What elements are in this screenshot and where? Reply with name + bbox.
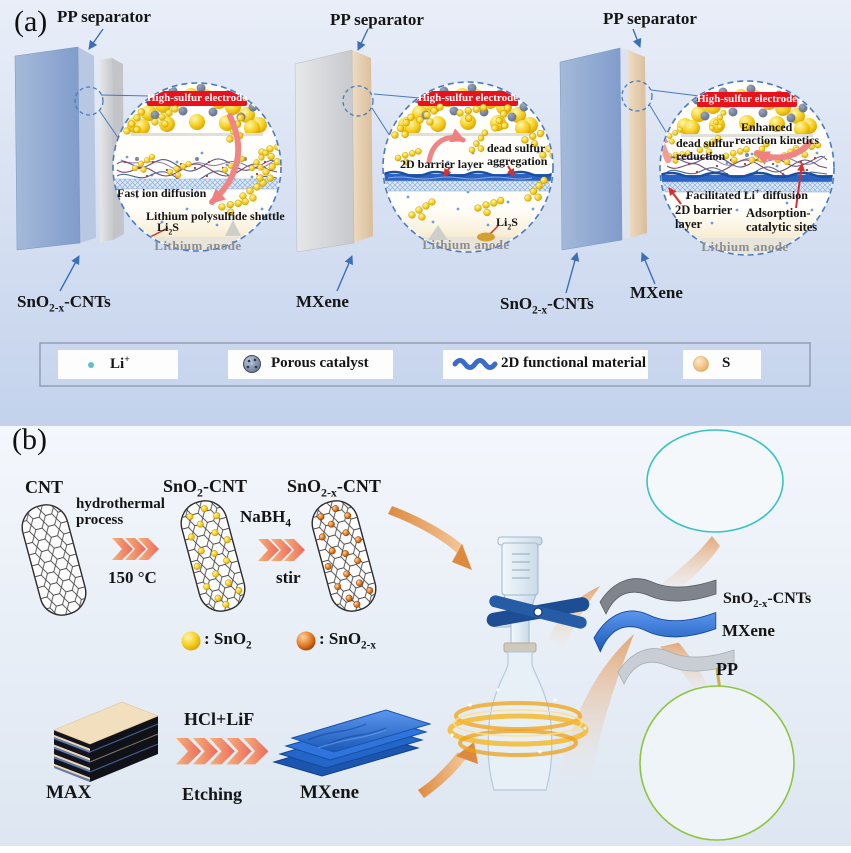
arrow-to-filtration-top	[388, 506, 472, 570]
li2s-label-1: Li2S	[157, 220, 179, 237]
filtration-apparatus	[447, 536, 590, 791]
mxene-label: MXene	[300, 782, 360, 803]
hydrothermal-label-2: process	[76, 512, 124, 528]
adsorption-label-1: Adsorption-	[746, 206, 811, 220]
zoom-source-circles	[74, 80, 700, 143]
reaction-kinetics-label: reaction kinetics	[735, 133, 820, 147]
label-arrow-mxene-2	[640, 252, 656, 285]
cnt-tube	[21, 504, 87, 616]
temp-label: 150 °C	[108, 568, 157, 587]
sno2-sphere-icon	[181, 631, 201, 651]
max-stack	[53, 701, 159, 782]
pp-arrow-3	[632, 28, 642, 48]
legend-li-label: Li+	[110, 354, 130, 372]
dead-sulfur-label: dead sulfur	[487, 141, 546, 155]
pp-arrow-2	[357, 28, 369, 51]
sno2x-cnt-label: SnO2-x-CNT	[287, 476, 381, 500]
clamp	[486, 595, 590, 629]
pp-separator-label-1: PP separator	[57, 7, 151, 26]
crystal-inset-sno2x	[646, 429, 784, 533]
sno2x-cnt-tube	[311, 500, 377, 612]
membrane-pp-label: PP	[716, 659, 738, 679]
anode-label-2: Lithium anode	[422, 237, 510, 252]
membrane-sno2x-label: SnO2-x-CNTs	[723, 590, 812, 611]
legend-porous-label: Porous catalyst	[271, 355, 369, 371]
glow-swirls	[447, 688, 589, 757]
sno2-cnt-label: SnO2-CNT	[163, 476, 247, 500]
material-label-sno2x-1: SnO2-x-CNTs	[17, 292, 111, 315]
fast-ion-label: Fast ion diffusion	[117, 186, 207, 200]
material-label-mxene-1: MXene	[296, 292, 349, 311]
electrode-banner-2: High-sulfur electrode	[418, 92, 519, 104]
panel-b-tag: (b)	[12, 423, 47, 456]
porous-catalyst-icon	[243, 355, 261, 373]
mxene-stack	[272, 709, 432, 777]
panel-a-tag: (a)	[14, 5, 48, 38]
material-label-mxene-2: MXene	[630, 283, 683, 302]
sulfur-icon	[693, 356, 709, 372]
sno2-cnt-tube	[180, 500, 246, 612]
hydrothermal-label-1: hydrothermal	[76, 496, 165, 512]
anode-label-1: Lithium anode	[154, 238, 242, 253]
enhanced-label: Enhanced	[741, 120, 793, 134]
2d-material-icon	[452, 358, 498, 370]
hcl-lif-label: HCl+LiF	[184, 709, 255, 729]
label-arrow-mxene-1	[336, 255, 353, 292]
facilitated-li-label: Facilitated Li+ diffusion	[686, 187, 808, 202]
dead-sulfur-reduction-label-1: dead sulfur	[676, 136, 735, 150]
label-arrow-sno2x-2	[565, 252, 580, 294]
barrier-label-3a: 2D barrier	[675, 203, 733, 217]
electrode-banner-3: High-sulfur electrode	[697, 93, 798, 105]
legend-2d-label: 2D functional material	[501, 355, 646, 371]
stir-label: stir	[276, 568, 301, 587]
pp-separator-label-3: PP separator	[603, 9, 697, 28]
legend-bar	[39, 342, 811, 387]
pp-arrow-1	[88, 28, 104, 50]
etching-label: Etching	[182, 784, 243, 804]
legend-sno2x-label: : SnO2-x	[319, 629, 377, 652]
slab-unit-3	[559, 47, 647, 251]
slab-unit-2	[294, 49, 373, 253]
legend-s-label: S	[722, 355, 731, 371]
li2s-label-2: Li2S	[496, 215, 518, 232]
bottom-margin	[0, 846, 851, 853]
label-arrow-sno2x-1	[59, 255, 80, 292]
slab-unit-1	[14, 46, 124, 251]
electrode-banner-1: High-sulfur electrode	[147, 92, 248, 104]
cnt-label: CNT	[25, 477, 64, 497]
arrow-to-filtration-bottom	[418, 742, 478, 798]
ion-transport-inset	[639, 667, 795, 841]
sno2x-sphere-icon	[296, 631, 316, 651]
barrier-label-2: 2D barrier layer	[400, 157, 484, 171]
max-label: MAX	[46, 782, 92, 803]
anode-label-3: Lithium anode	[701, 239, 789, 254]
nabh4-label: NaBH4	[240, 507, 291, 530]
dead-sulfur-reduction-label-2: reduction	[676, 149, 726, 163]
legend-sno2-label: : SnO2	[204, 629, 252, 652]
pp-separator-label-2: PP separator	[330, 10, 424, 29]
aggregation-label: aggregation	[487, 154, 548, 168]
shuttle-label: Lithium polysulfide shuttle	[146, 209, 285, 223]
adsorption-label-2: catalytic sites	[746, 220, 818, 234]
inset-composite	[659, 80, 835, 256]
barrier-label-3b: layer	[675, 217, 703, 231]
material-label-sno2x-2: SnO2-x-CNTs	[500, 294, 594, 317]
membrane-mxene-label: MXene	[722, 621, 775, 640]
inset-mxene-only	[382, 81, 554, 253]
li-ion-icon	[88, 362, 94, 368]
